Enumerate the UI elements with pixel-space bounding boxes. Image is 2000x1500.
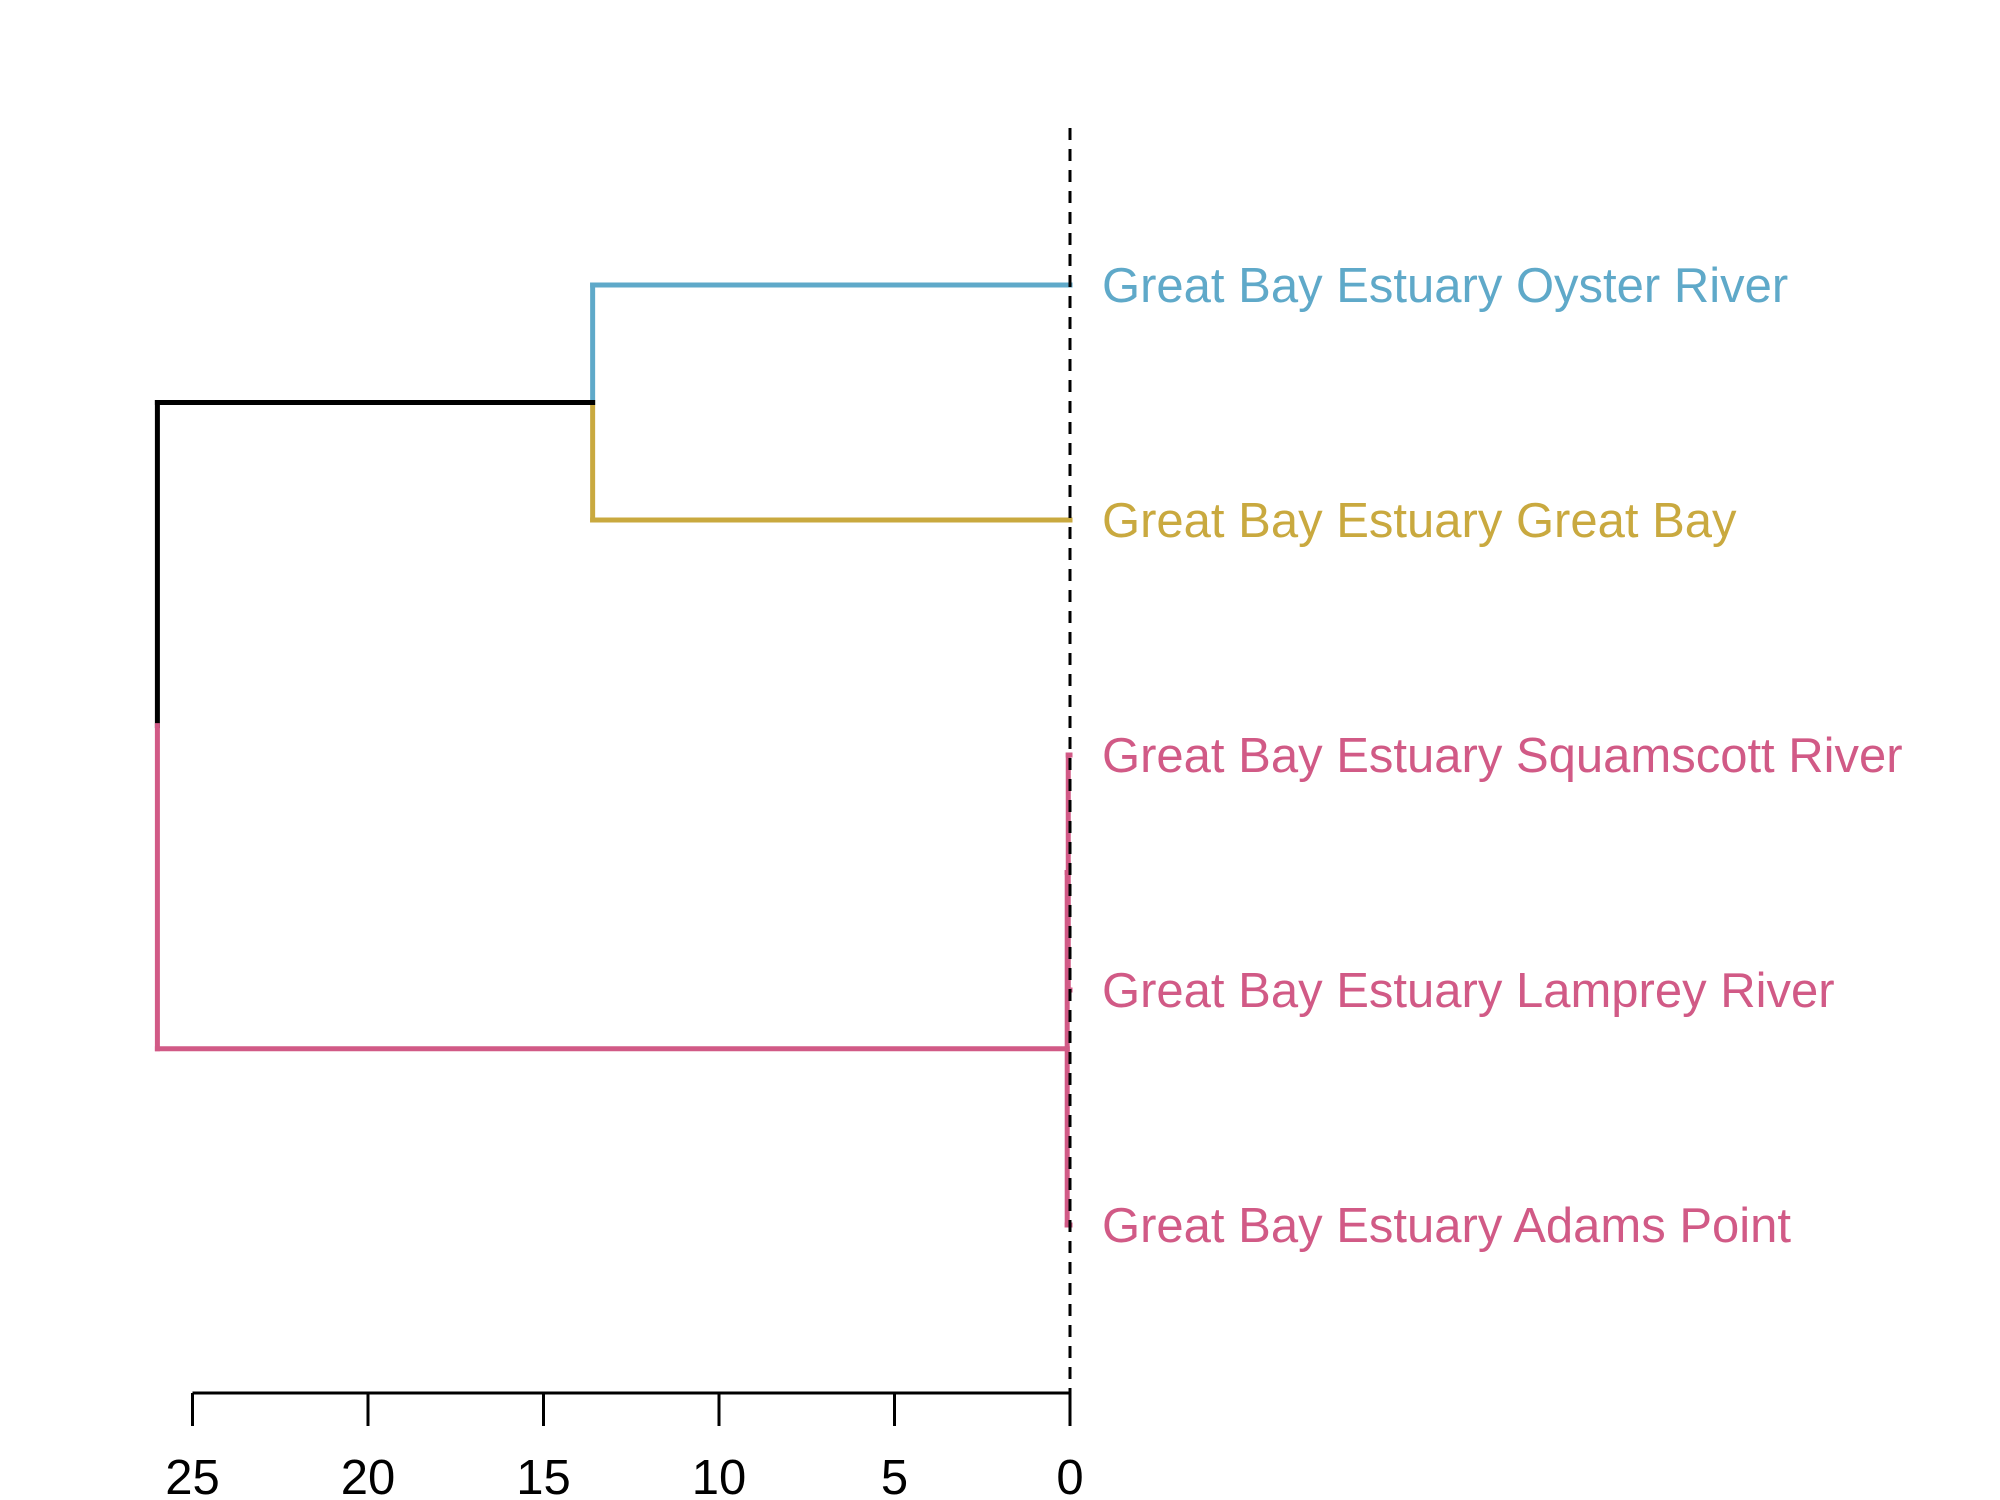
leaf-label: Great Bay Estuary Adams Point [1102,1199,1791,1253]
leaf-label: Great Bay Estuary Lamprey River [1102,964,1835,1018]
tick-label: 15 [516,1451,571,1500]
x-axis: 25 20 15 10 5 0 [165,1391,1084,1500]
tick-label: 20 [341,1451,396,1500]
leaf-labels: Great Bay Estuary Oyster River Great Bay … [1102,259,1903,1253]
leaf-label: Great Bay Estuary Oyster River [1102,259,1788,313]
leaf-label: Great Bay Estuary Great Bay [1102,494,1737,548]
tick-label: 25 [165,1451,220,1500]
tick-label: 0 [1056,1451,1083,1500]
leaf-label: Great Bay Estuary Squamscott River [1102,729,1903,783]
tick-label: 10 [692,1451,747,1500]
tick-label: 5 [881,1451,908,1500]
dendrogram-branches [154,282,1073,1228]
